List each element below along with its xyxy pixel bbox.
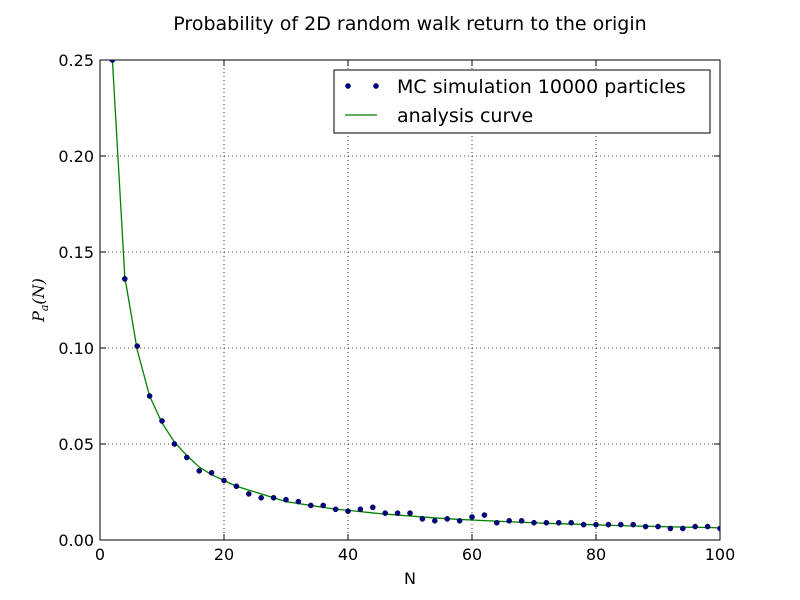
data-point-mc <box>295 498 302 505</box>
data-point-mc <box>481 512 488 518</box>
grid <box>100 60 720 540</box>
data-point-mc <box>208 469 215 476</box>
y-axis-label-rest: (N) <box>29 278 48 304</box>
data-point-mc <box>332 506 339 513</box>
data-point-mc <box>568 519 575 526</box>
legend-marker-mc <box>373 83 379 89</box>
data-point-mc <box>146 393 153 399</box>
data-point-mc <box>258 494 265 501</box>
data-point-mc <box>518 518 525 524</box>
data-point-mc <box>692 523 699 530</box>
x-tick-label: 0 <box>95 545 105 564</box>
data-point-mc <box>369 504 376 511</box>
data-point-mc <box>493 519 500 526</box>
data-point-mc <box>233 483 240 490</box>
x-tick-label: 60 <box>462 545 482 564</box>
data-point-mc <box>556 519 562 526</box>
data-point-mc <box>431 518 438 524</box>
data-point-mc <box>717 525 720 532</box>
x-tick-label: 40 <box>338 545 358 564</box>
y-tick-label: 0.10 <box>58 339 94 358</box>
data-point-mc <box>704 523 711 530</box>
data-point-mc <box>680 525 686 532</box>
y-axis-label-main: P <box>29 311 48 323</box>
data-point-mc <box>183 454 190 461</box>
data-point-mc <box>357 506 364 513</box>
data-point-mc <box>345 508 351 515</box>
y-tick-label: 0.00 <box>58 531 94 550</box>
data-point-mc <box>283 496 289 503</box>
data-point-mc <box>382 510 389 516</box>
plot-frame <box>99 59 721 541</box>
data-point-mc <box>618 521 624 528</box>
data-point-mc <box>320 502 327 509</box>
legend-markers <box>345 83 379 116</box>
legend-label-analysis: analysis curve <box>397 105 533 127</box>
data-point-mc <box>456 518 463 524</box>
data-layer <box>109 60 720 532</box>
y-axis-label: Pa(N) <box>29 278 51 323</box>
data-point-mc <box>159 418 165 424</box>
data-point-mc <box>580 521 587 528</box>
data-point-mc <box>593 521 599 528</box>
axis-ticks: 0 20 40 60 80 100 0.00 0.05 0.10 0.15 0.20 0.25 <box>58 51 735 564</box>
data-point-mc <box>543 519 550 526</box>
data-point-mc <box>407 510 413 516</box>
data-point-mc <box>307 502 314 509</box>
legend-box <box>333 69 711 134</box>
data-point-mc <box>196 468 202 474</box>
data-point-mc <box>134 343 140 349</box>
data-point-mc <box>605 521 612 528</box>
data-point-mc <box>419 516 426 522</box>
y-tick-label: 0.05 <box>58 435 94 454</box>
y-tick-label: 0.25 <box>58 51 94 70</box>
legend: MC simulation 10000 particles analysis c… <box>333 69 711 134</box>
y-tick-label: 0.15 <box>58 243 94 262</box>
data-point-mc <box>221 477 227 484</box>
legend-marker-mc <box>345 83 351 89</box>
x-tick-label: 100 <box>705 545 736 564</box>
y-axis-label-sub: a <box>38 305 51 312</box>
data-point-mc <box>506 518 513 524</box>
legend-label-mc: MC simulation 10000 particles <box>397 76 686 98</box>
data-point-mc <box>394 510 401 516</box>
y-tick-label: 0.20 <box>58 147 94 166</box>
x-axis-label: N <box>404 569 416 588</box>
x-tick-label: 80 <box>586 545 606 564</box>
data-point-mc <box>270 494 277 501</box>
chart-title: Probability of 2D random walk return to … <box>173 13 646 35</box>
data-point-mc <box>667 525 674 532</box>
data-point-mc <box>122 276 128 282</box>
data-point-mc <box>642 523 649 530</box>
data-point-mc <box>171 441 178 447</box>
data-point-mc <box>109 60 116 63</box>
data-point-mc <box>245 491 252 497</box>
data-point-mc <box>444 516 451 522</box>
data-point-mc <box>531 519 537 526</box>
data-point-mc <box>469 514 475 520</box>
data-point-mc <box>655 523 661 530</box>
data-point-mc <box>630 521 637 528</box>
x-tick-label: 20 <box>214 545 234 564</box>
